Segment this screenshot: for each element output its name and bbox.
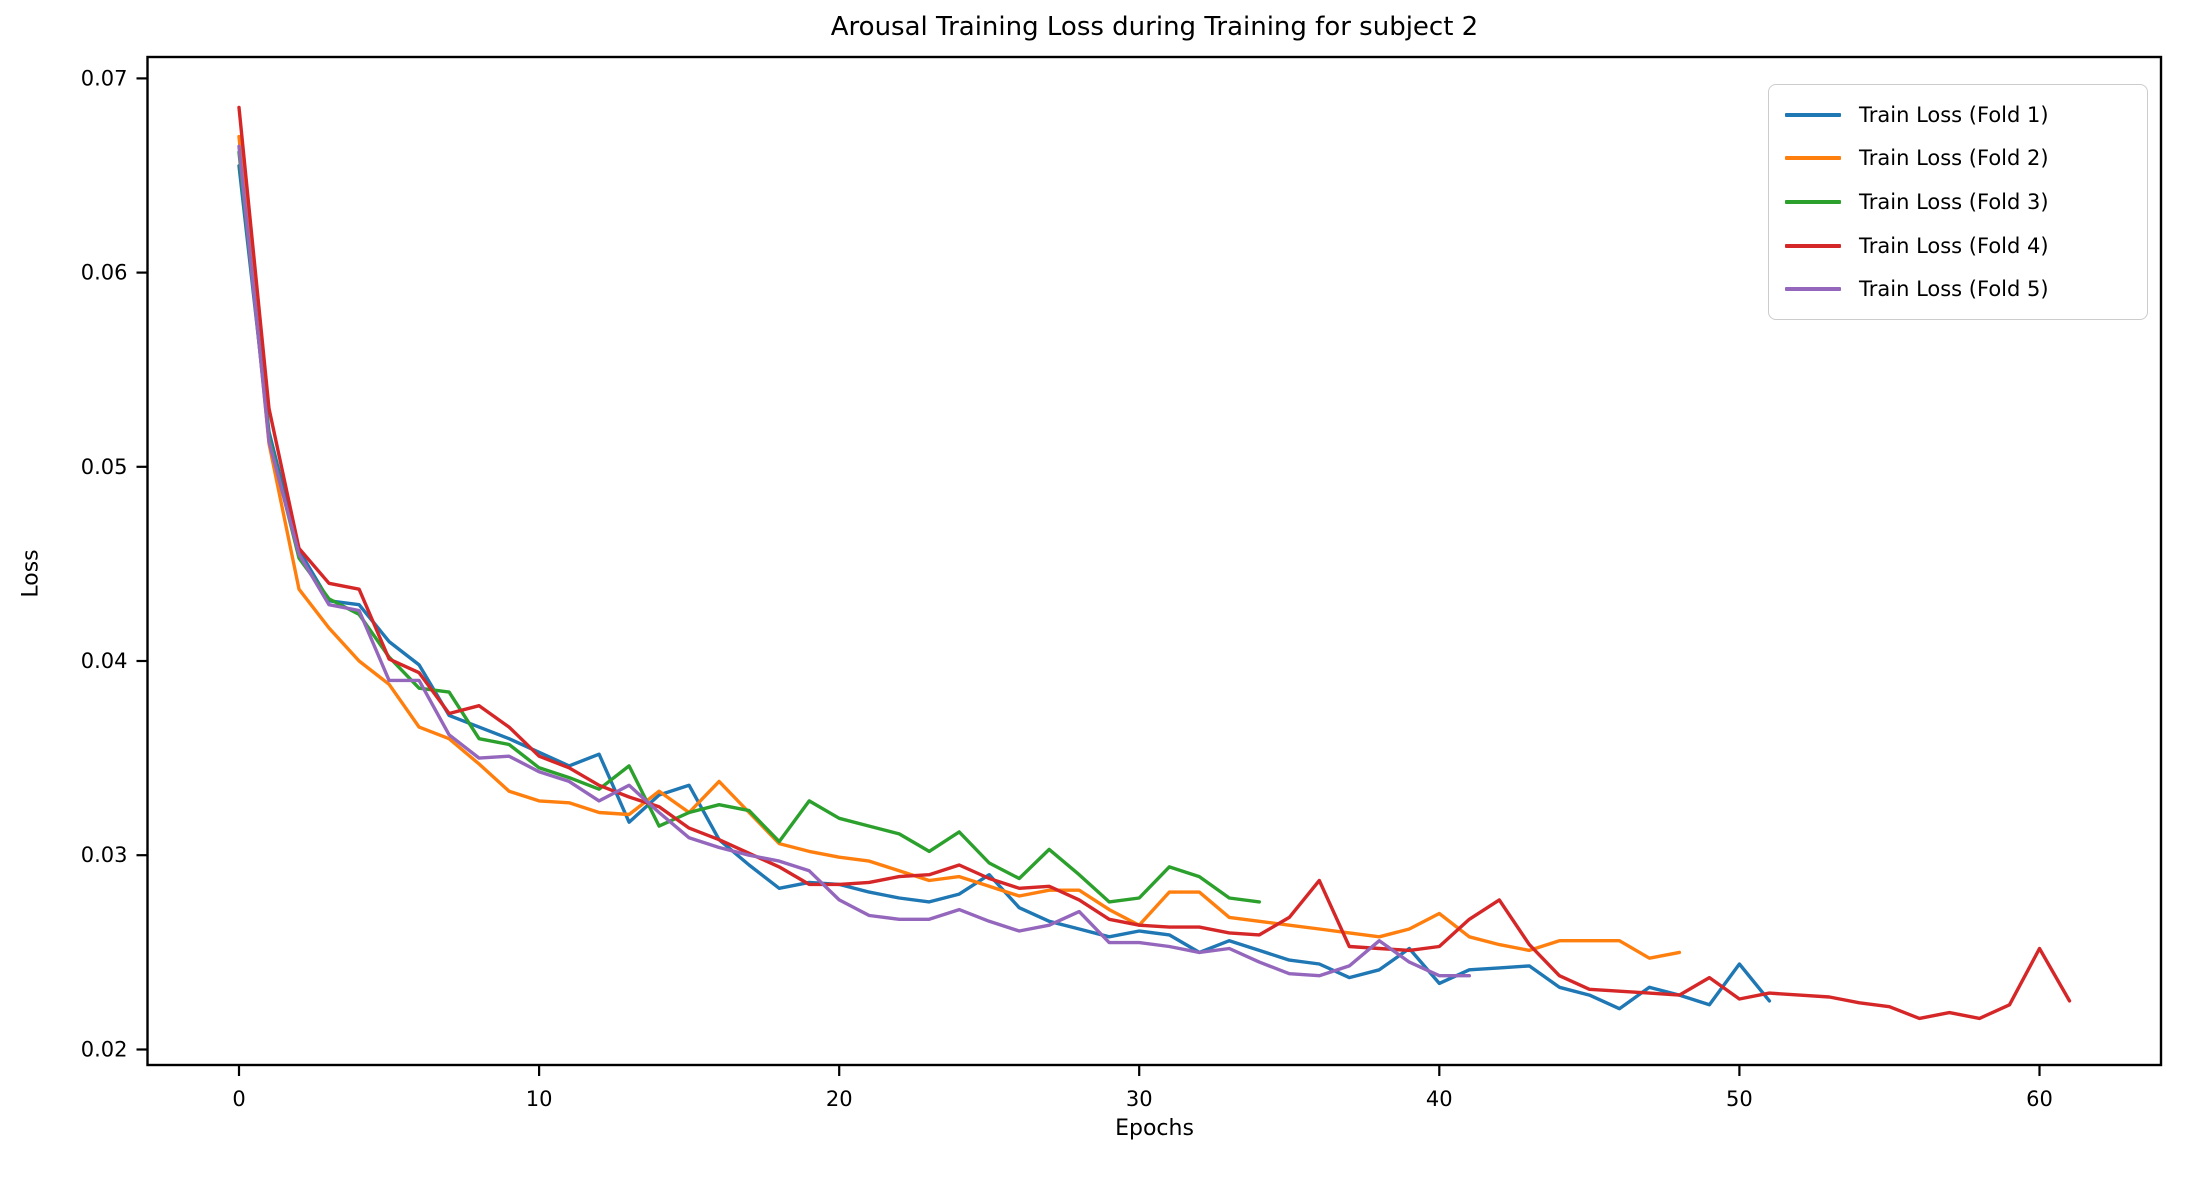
- chart-title: Arousal Training Loss during Training fo…: [830, 12, 1479, 42]
- series-line-fold-5: [237, 144, 1472, 978]
- x-tick-label: 60: [2026, 1087, 2053, 1111]
- legend-item-fold-3: Train Loss (Fold 3): [1785, 190, 2131, 214]
- y-tick-label: 0.07: [81, 66, 128, 90]
- y-tick-label: 0.04: [81, 649, 128, 673]
- legend: Train Loss (Fold 1) Train Loss (Fold 2) …: [1768, 84, 2148, 320]
- y-tick-label: 0.02: [81, 1038, 128, 1062]
- x-tick-label: 10: [526, 1087, 553, 1111]
- legend-line-sample-fold-3: [1785, 199, 1841, 204]
- series-line-fold-2: [237, 134, 1682, 960]
- legend-line-sample-fold-4: [1785, 243, 1841, 248]
- x-axis-label: Epochs: [1115, 1116, 1194, 1141]
- legend-label-fold-3: Train Loss (Fold 3): [1859, 189, 2049, 214]
- legend-item-fold-1: Train Loss (Fold 1): [1785, 103, 2131, 127]
- series-line-fold-3: [237, 150, 1262, 904]
- legend-line-sample-fold-1: [1785, 112, 1841, 117]
- legend-label-fold-2: Train Loss (Fold 2): [1859, 146, 2049, 171]
- legend-item-fold-2: Train Loss (Fold 2): [1785, 146, 2131, 170]
- x-tick-label: 0: [232, 1087, 245, 1111]
- y-tick-label: 0.06: [81, 261, 128, 285]
- legend-line-sample-fold-5: [1785, 287, 1841, 292]
- x-tick-label: 40: [1426, 1087, 1453, 1111]
- x-tick-label: 50: [1726, 1087, 1753, 1111]
- y-tick-label: 0.05: [81, 455, 128, 479]
- legend-item-fold-4: Train Loss (Fold 4): [1785, 234, 2131, 258]
- legend-item-fold-5: Train Loss (Fold 5): [1785, 277, 2131, 301]
- y-axis-label: Loss: [18, 549, 44, 598]
- x-tick-label: 30: [1126, 1087, 1153, 1111]
- x-tick-label: 20: [826, 1087, 853, 1111]
- plot-border: [146, 55, 2163, 1067]
- legend-label-fold-1: Train Loss (Fold 1): [1859, 102, 2049, 127]
- series-line-fold-4: [237, 105, 2072, 1021]
- legend-line-sample-fold-2: [1785, 156, 1841, 161]
- legend-label-fold-4: Train Loss (Fold 4): [1859, 233, 2049, 258]
- legend-label-fold-5: Train Loss (Fold 5): [1859, 277, 2049, 302]
- y-tick-label: 0.03: [81, 843, 128, 867]
